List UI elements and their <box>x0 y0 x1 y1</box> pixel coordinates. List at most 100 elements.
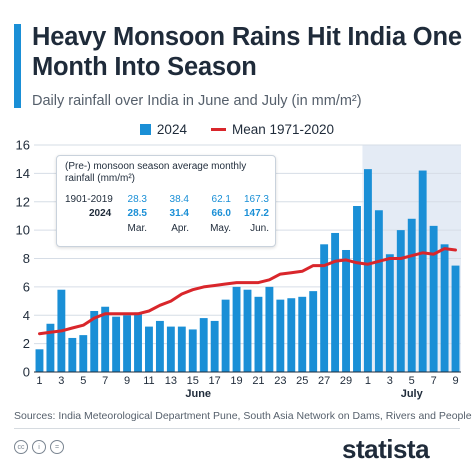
bar <box>166 326 175 372</box>
inset-row-label-2024: 2024 <box>89 208 112 219</box>
page-subtitle: Daily rainfall over India in June and Ju… <box>32 93 362 109</box>
x-tick-label: 23 <box>274 375 286 387</box>
x-tick-label: 1 <box>365 375 371 387</box>
legend-label-2024: 2024 <box>156 122 187 137</box>
bar <box>320 244 329 372</box>
month-label-july: July <box>401 388 424 400</box>
y-tick-label: 4 <box>23 308 30 323</box>
bar <box>243 289 252 372</box>
bar <box>407 218 416 372</box>
bar <box>112 316 121 372</box>
equal-icon[interactable]: = <box>50 440 64 454</box>
inset-cell: 28.3 <box>127 194 147 205</box>
bar <box>210 320 219 372</box>
bar <box>374 210 383 372</box>
bar <box>254 296 263 372</box>
y-tick-label: 16 <box>16 138 30 153</box>
x-tick-label: 11 <box>143 375 154 387</box>
inset-row-label-historical: 1901-2019 <box>65 194 113 205</box>
legend-line-swatch <box>210 128 226 131</box>
bar <box>232 286 241 372</box>
inset-cell: 31.4 <box>169 208 189 219</box>
bar <box>342 249 350 372</box>
bar <box>188 329 197 372</box>
legend-item-2024: 2024 <box>139 122 187 137</box>
bar <box>265 286 274 372</box>
bar <box>79 335 88 372</box>
x-tick-label: 13 <box>165 375 177 387</box>
bar <box>440 244 449 372</box>
footer-divider <box>14 428 460 429</box>
x-tick-label: 9 <box>452 375 458 387</box>
legend-bar-swatch <box>139 124 151 135</box>
inset-title: (Pre-) monsoon season average monthly ra… <box>65 161 247 184</box>
info-icon[interactable]: i <box>32 440 46 454</box>
title-accent-bar <box>14 24 21 108</box>
bar <box>68 337 77 372</box>
cc-icon[interactable]: cc <box>14 440 28 454</box>
bar <box>46 323 55 372</box>
bar <box>309 291 318 372</box>
inset-cell: 38.4 <box>169 194 189 205</box>
x-tick-label: 29 <box>340 375 352 387</box>
bar <box>177 326 186 372</box>
x-tick-label: 1 <box>36 375 42 387</box>
inset-cell: 167.3 <box>243 194 269 205</box>
x-tick-label: 3 <box>387 375 393 387</box>
y-tick-label: 2 <box>23 336 30 351</box>
bar <box>276 299 285 372</box>
x-tick-label: 3 <box>58 375 64 387</box>
bar <box>35 349 44 372</box>
bar <box>331 232 340 372</box>
x-tick-label: 21 <box>252 375 264 387</box>
legend-label-mean: Mean 1971-2020 <box>231 122 335 137</box>
x-tick-label: 5 <box>80 375 86 387</box>
bar <box>385 254 394 372</box>
y-tick-label: 12 <box>16 194 30 209</box>
y-tick-label: 0 <box>23 365 30 380</box>
inset-month-label: May. <box>210 223 231 234</box>
x-tick-label: 19 <box>230 375 242 387</box>
y-tick-label: 14 <box>16 166 30 181</box>
bar <box>145 326 153 372</box>
bar <box>221 299 230 372</box>
x-tick-label: 27 <box>318 375 330 387</box>
bar <box>90 310 99 372</box>
y-tick-label: 10 <box>16 223 30 238</box>
bar <box>199 318 208 372</box>
inset-cell: 28.5 <box>127 208 147 219</box>
bar <box>451 265 460 372</box>
mean-line <box>38 247 457 336</box>
y-tick-label: 6 <box>23 279 30 294</box>
y-tick-label: 8 <box>23 251 30 266</box>
monsoon-inset-table: (Pre-) monsoon season average monthly ra… <box>56 155 276 247</box>
bar <box>429 225 438 372</box>
inset-month-label: Mar. <box>127 223 147 234</box>
x-tick-label: 25 <box>296 375 308 387</box>
x-tick-label: 7 <box>431 375 437 387</box>
inset-cell: 62.1 <box>211 194 231 205</box>
bar <box>418 170 427 372</box>
bar <box>123 315 132 372</box>
statista-logo[interactable]: statista <box>342 434 430 464</box>
x-tick-label: 17 <box>209 375 221 387</box>
bar <box>363 169 372 372</box>
x-tick-label: 7 <box>102 375 108 387</box>
bar <box>155 320 164 372</box>
legend-item-mean: Mean 1971-2020 <box>210 122 335 137</box>
license-icons[interactable]: cc i = <box>14 440 68 454</box>
month-label-june: June <box>185 388 211 400</box>
bar <box>353 206 361 372</box>
bar <box>134 312 142 372</box>
inset-month-label: Apr. <box>171 223 189 234</box>
bar <box>396 230 405 372</box>
inset-cell: 66.0 <box>211 208 231 219</box>
bar <box>287 298 296 372</box>
x-tick-label: 9 <box>124 375 130 387</box>
source-note: Sources: India Meteorological Department… <box>14 410 472 422</box>
x-tick-label: 15 <box>187 375 199 387</box>
inset-month-label: Jun. <box>250 223 269 234</box>
bar <box>101 306 110 372</box>
inset-cell: 147.2 <box>243 208 269 219</box>
